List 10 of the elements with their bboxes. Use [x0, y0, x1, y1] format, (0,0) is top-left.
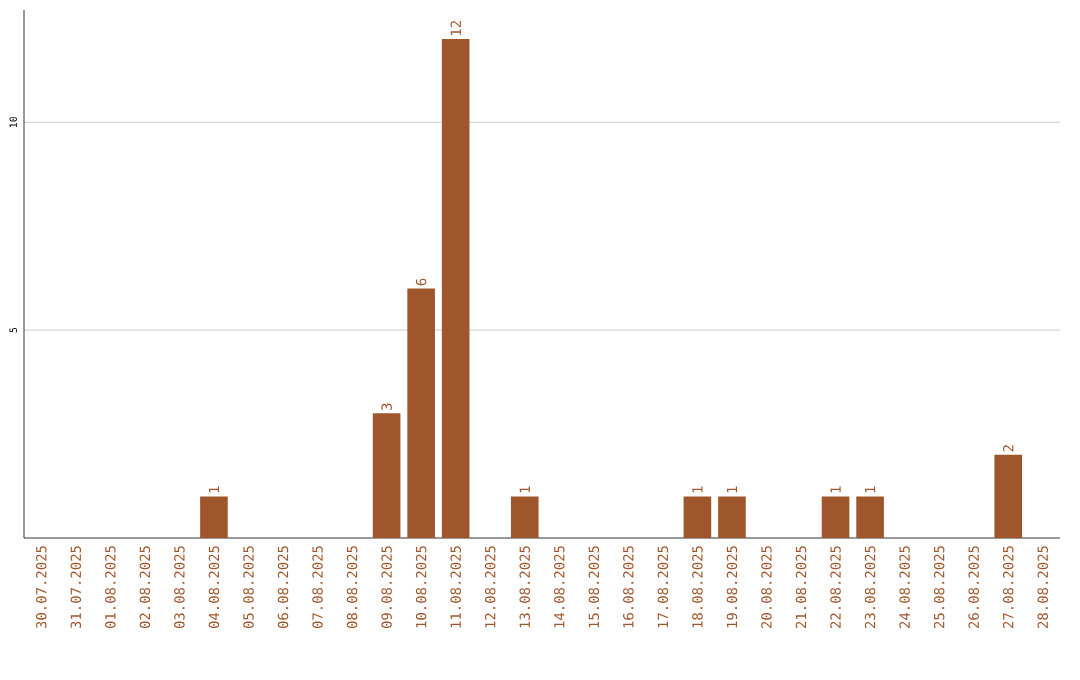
bar: [856, 496, 884, 538]
bar: [407, 288, 435, 538]
bar: [718, 496, 746, 538]
bar: [683, 496, 712, 538]
bar: [994, 454, 1023, 538]
bar: [441, 39, 470, 538]
bar: [200, 496, 228, 538]
bar: [372, 413, 401, 538]
bar: [510, 496, 539, 538]
bar: [821, 496, 850, 538]
